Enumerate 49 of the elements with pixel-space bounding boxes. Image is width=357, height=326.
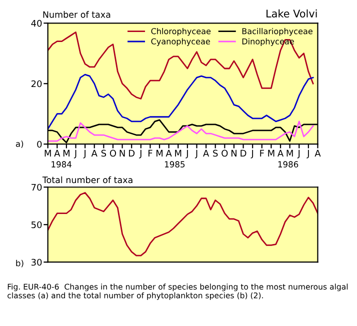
x-tick-label: M (156, 150, 163, 157)
x-tick-label: D (129, 150, 135, 157)
x-tick-label: M (175, 150, 182, 157)
x-tick-label: F (148, 150, 152, 157)
x-tick-label: O (110, 150, 116, 157)
text: 1985 (165, 161, 185, 168)
x-tick-label: A (91, 150, 98, 157)
text: 1984 (52, 161, 72, 168)
x-tick-label: S (101, 150, 106, 157)
x-tick-label: F (260, 150, 264, 157)
text: b) (16, 260, 24, 268)
x-tick-label: N (231, 150, 236, 157)
x-tick-label: J (186, 150, 188, 158)
line-series (48, 74, 314, 130)
x-tick-label: J (139, 150, 142, 158)
y-tick-label: 40 (31, 20, 42, 27)
y-tick-label: 30 (31, 258, 42, 266)
x-tick-label: N (120, 150, 125, 157)
legend-label: Bacillariophyceae (242, 28, 312, 36)
x-tick-label: S (213, 150, 218, 157)
x-tick-label: A (203, 150, 210, 157)
x-tick-label: O (222, 150, 228, 157)
x-tick-label: J (306, 150, 309, 158)
chart-title: Lake Volvi (266, 9, 317, 18)
x-tick-label: D (240, 150, 246, 157)
x-tick-label: J (194, 150, 198, 158)
x-tick-label: M (268, 150, 274, 157)
x-tick-label: M (63, 150, 70, 157)
y-tick-label: 50 (31, 221, 42, 228)
text: 1986 (278, 161, 298, 168)
x-tick-label: A (277, 150, 284, 157)
legend-label: Cyanophyceae (151, 38, 210, 46)
x-tick-label: M (44, 150, 51, 157)
x-tick-label: J (83, 150, 86, 158)
line-series (48, 192, 318, 256)
x-tick-label: M (286, 150, 293, 157)
text: a) (16, 140, 24, 148)
x-tick-label: A (54, 150, 60, 157)
x-tick-label: J (74, 150, 76, 158)
x-tick-label: A (166, 150, 172, 157)
y-tick-label: 20 (31, 80, 42, 88)
y-axis-title: Number of taxa (43, 11, 110, 18)
x-tick-label: A (314, 150, 321, 157)
x-tick-label: J (297, 150, 300, 158)
y-tick-label: 0 (37, 140, 42, 148)
y-tick-label: 70 (32, 184, 42, 191)
x-tick-label: J (250, 150, 254, 158)
y-axis-title: Total number of taxa (42, 176, 132, 184)
legend-label: Chlorophyceae (151, 28, 211, 36)
